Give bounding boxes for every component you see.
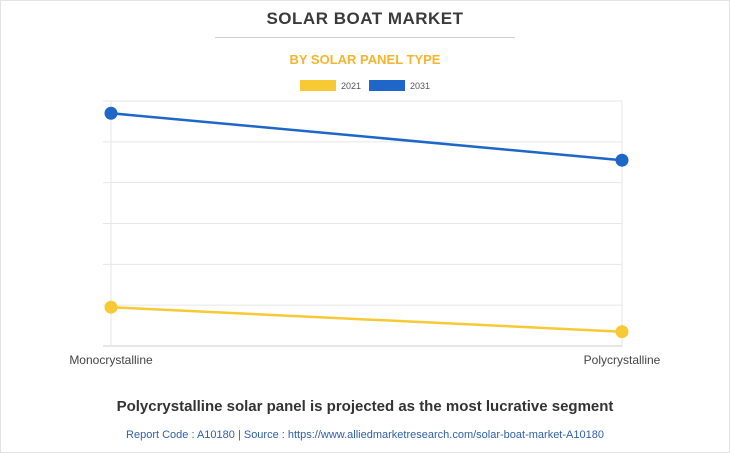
chart-subtitle: BY SOLAR PANEL TYPE (289, 52, 441, 67)
series-line-2031 (110, 112, 623, 162)
data-point-2031-monocrystalline[interactable] (104, 106, 118, 120)
series-lines (104, 106, 629, 339)
legend-swatch-2021 (299, 80, 336, 91)
legend: 2021 2031 (0, 80, 730, 91)
x-tick-labels: Monocrystalline Polycrystalline (69, 353, 660, 367)
footer-source: Report Code : A10180 | Source : https://… (126, 429, 604, 441)
title-divider (215, 37, 515, 38)
legend-label-2031: 2031 (410, 80, 431, 91)
chart-title: SOLAR BOAT MARKET (266, 9, 464, 28)
legend-label-2021: 2021 (340, 80, 361, 91)
legend-item-2021[interactable]: 2021 (299, 80, 361, 91)
series-line-2021 (110, 305, 623, 333)
x-tick-label-polycrystalline: Polycrystalline (584, 353, 661, 367)
data-point-2021-polycrystalline[interactable] (615, 325, 629, 339)
legend-item-2031[interactable]: 2031 (369, 80, 430, 91)
data-point-2031-polycrystalline[interactable] (615, 153, 629, 167)
footer-headline: Polycrystalline solar panel is projected… (116, 398, 614, 415)
grid-lines (103, 100, 623, 347)
data-point-2021-monocrystalline[interactable] (104, 300, 118, 314)
legend-swatch-2031 (369, 80, 405, 91)
x-tick-label-monocrystalline: Monocrystalline (69, 353, 153, 367)
